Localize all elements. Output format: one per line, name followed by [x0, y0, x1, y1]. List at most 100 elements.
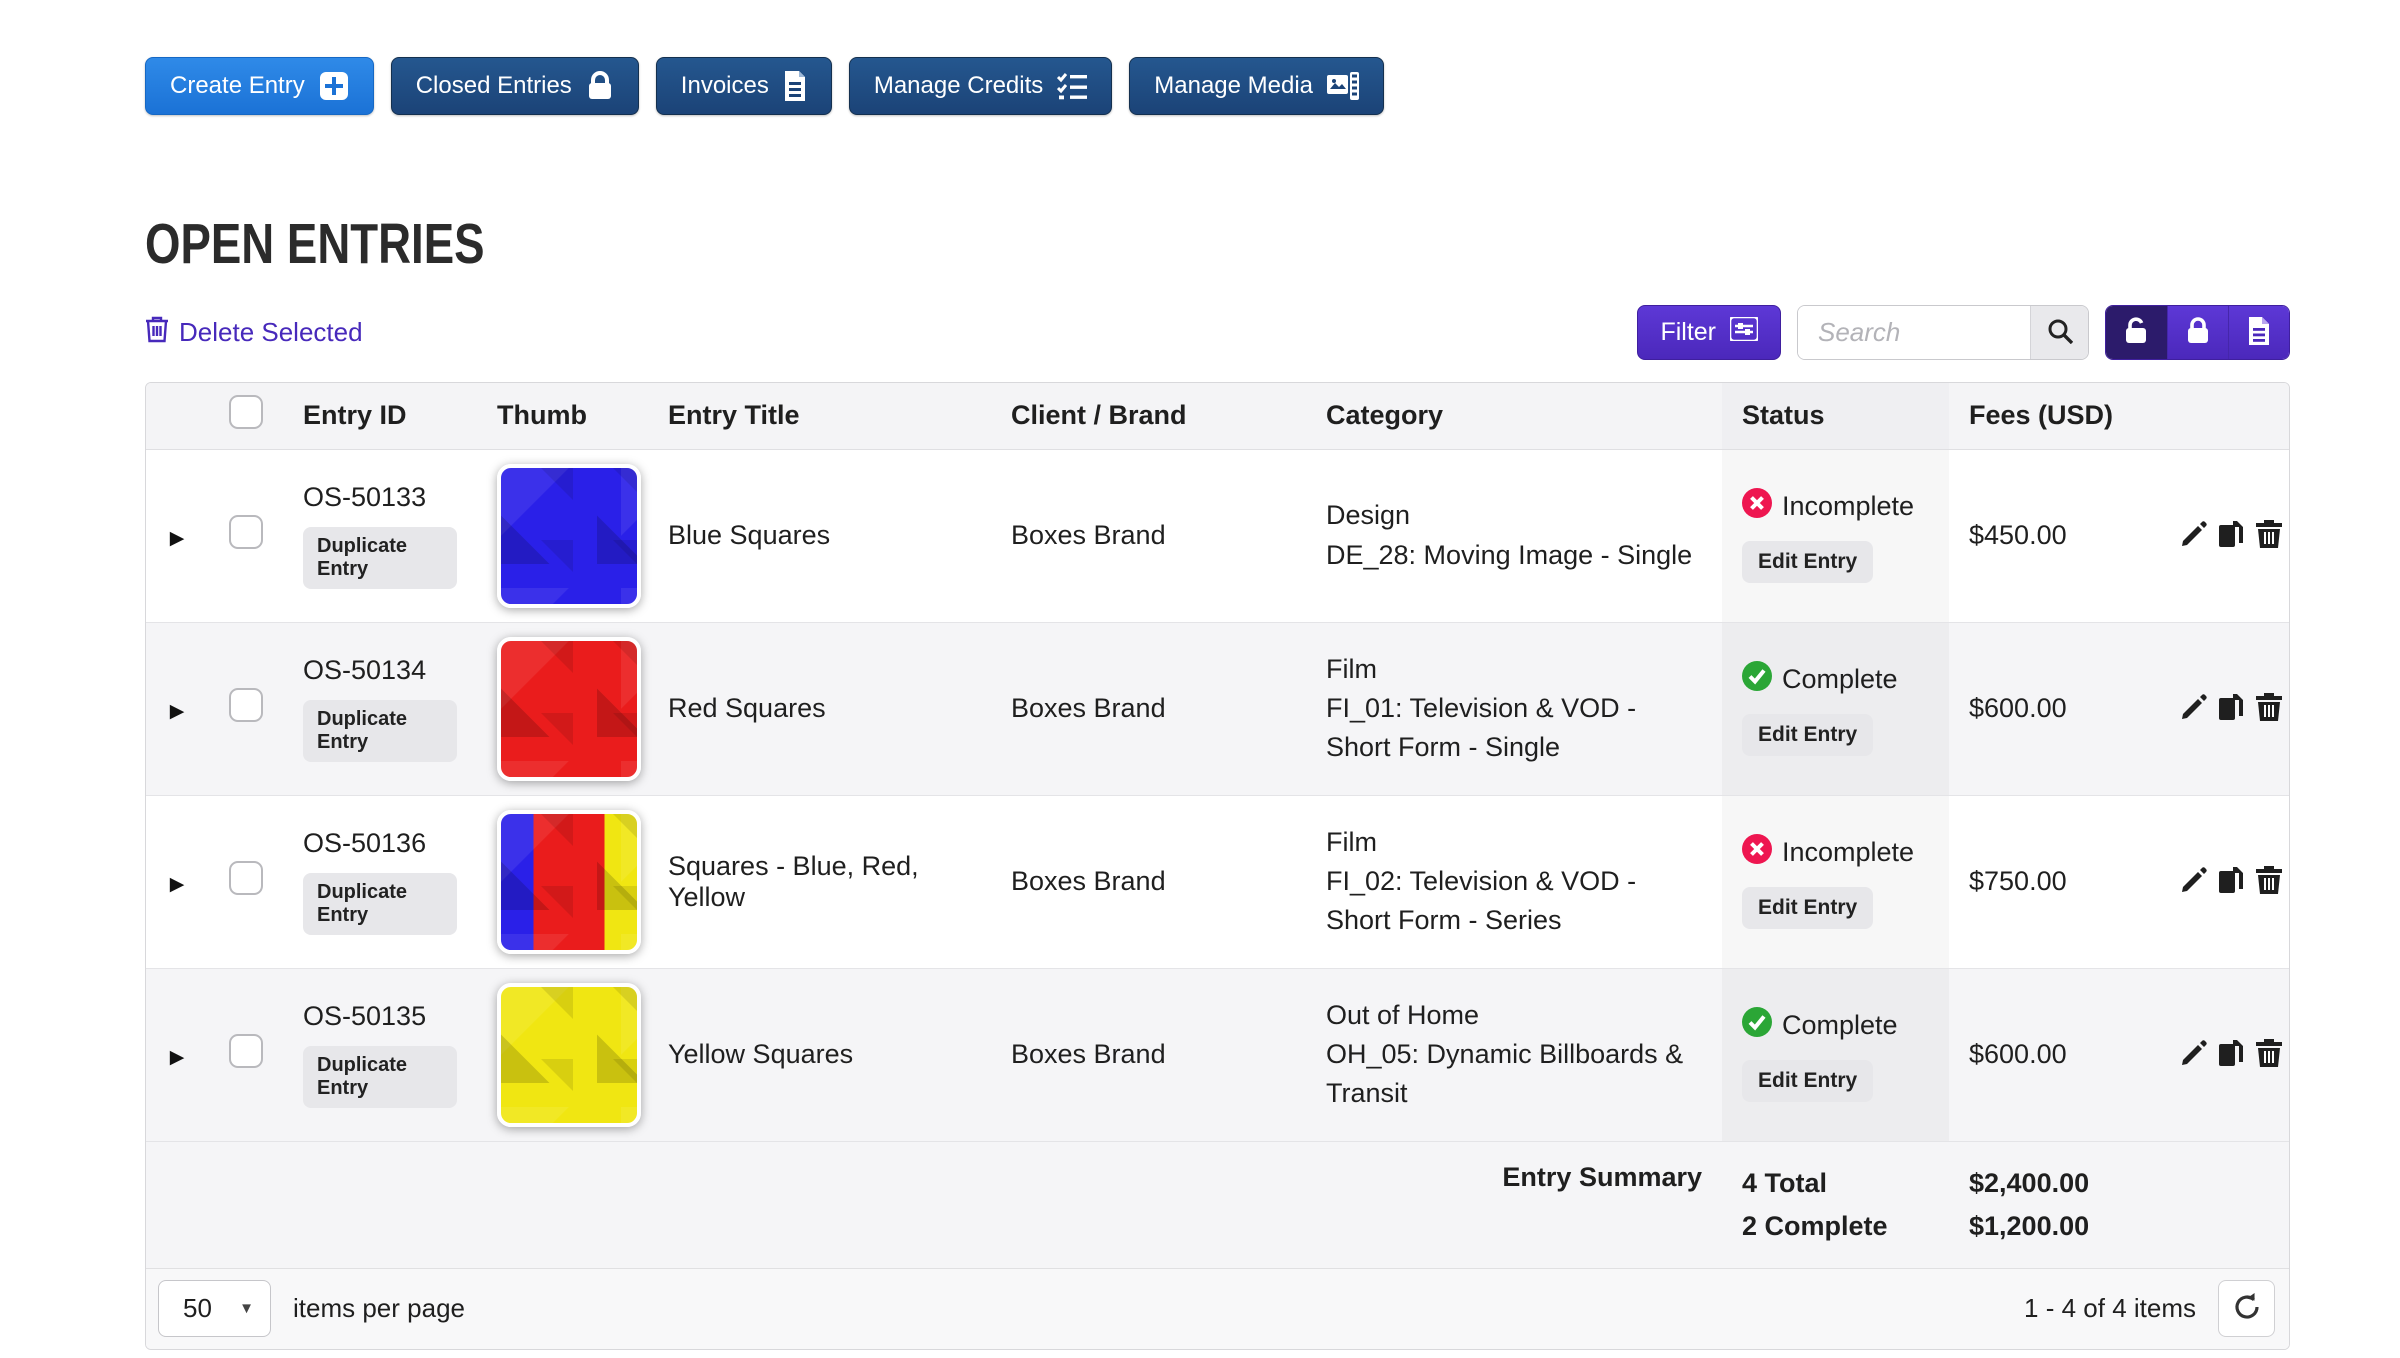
edit-row-button[interactable] — [2179, 692, 2209, 725]
pencil-icon — [2179, 1038, 2209, 1071]
header-checkbox-cell — [208, 383, 283, 450]
lock-icon — [586, 71, 614, 101]
row-checkbox[interactable] — [228, 515, 263, 549]
duplicate-row-button[interactable] — [2218, 519, 2246, 552]
closed-entries-view-button[interactable] — [2167, 306, 2228, 359]
entry-thumbnail[interactable] — [497, 636, 641, 781]
table-footer: 50 ▼ items per page 1 - 4 of 4 items — [146, 1268, 2289, 1349]
pagination-range-label: 1 - 4 of 4 items — [2024, 1293, 2196, 1324]
fees-value: $750.00 — [1949, 795, 2159, 969]
filter-button[interactable]: Filter — [1637, 305, 1781, 360]
client-brand: Boxes Brand — [991, 968, 1306, 1142]
duplicate-entry-badge: Duplicate Entry — [303, 700, 457, 762]
status-label: Complete — [1782, 664, 1898, 694]
header-row: Entry ID Thumb Entry Title Client / Bran… — [146, 383, 2289, 450]
view-toggle-group — [2105, 305, 2290, 360]
header-category[interactable]: Category — [1306, 383, 1722, 450]
header-entry-title[interactable]: Entry Title — [648, 383, 991, 450]
manage-media-button[interactable]: Manage Media — [1129, 57, 1385, 115]
table-row: ▶ OS-50136 Duplicate Entry Squares - Blu… — [146, 795, 2289, 969]
client-brand: Boxes Brand — [991, 622, 1306, 796]
closed-entries-button[interactable]: Closed Entries — [390, 57, 639, 115]
top-toolbar: Create Entry Closed Entries Invoices Man… — [145, 0, 2290, 115]
header-client-brand[interactable]: Client / Brand — [991, 383, 1306, 450]
row-checkbox[interactable] — [228, 861, 263, 895]
category-detail: DE_28: Moving Image - Single — [1326, 539, 1693, 570]
expand-row-button[interactable]: ▶ — [169, 701, 185, 722]
invoices-button[interactable]: Invoices — [655, 57, 832, 115]
expand-row-button[interactable]: ▶ — [169, 1047, 185, 1068]
summary-complete: 2 Complete — [1742, 1210, 1888, 1241]
edit-entry-button[interactable]: Edit Entry — [1742, 887, 1874, 929]
header-actions — [2159, 383, 2289, 450]
category-detail: FI_02: Television & VOD - Short Form - S… — [1326, 865, 1637, 936]
edit-row-button[interactable] — [2179, 865, 2209, 898]
refresh-button[interactable] — [2218, 1280, 2275, 1338]
manage-credits-label: Manage Credits — [873, 72, 1044, 99]
search-button[interactable] — [2030, 306, 2088, 359]
fees-value: $450.00 — [1949, 449, 2159, 623]
page-title: Open Entries — [145, 212, 485, 276]
copy-icon — [2218, 519, 2246, 552]
entry-id: OS-50133 — [303, 482, 427, 512]
page-size-select[interactable]: 50 ▼ — [158, 1280, 271, 1338]
incomplete-x-icon — [1742, 834, 1772, 871]
complete-check-icon — [1742, 1007, 1772, 1044]
expand-row-button[interactable]: ▶ — [169, 874, 185, 895]
tasks-icon — [1057, 72, 1088, 100]
entry-id: OS-50136 — [303, 828, 427, 858]
entry-thumbnail[interactable] — [497, 982, 641, 1127]
entry-summary-label: Entry Summary — [1306, 1141, 1722, 1269]
incomplete-x-icon — [1742, 488, 1772, 525]
entry-title: Blue Squares — [648, 449, 991, 623]
entry-id: OS-50134 — [303, 655, 427, 685]
row-checkbox[interactable] — [228, 688, 263, 722]
entry-thumbnail[interactable] — [497, 809, 641, 954]
header-fees[interactable]: Fees (USD) — [1949, 383, 2159, 450]
copy-icon — [2218, 692, 2246, 725]
create-entry-button[interactable]: Create Entry — [145, 57, 374, 115]
entry-title: Yellow Squares — [648, 968, 991, 1142]
invoices-view-button[interactable] — [2228, 306, 2289, 359]
page-size-value: 50 — [183, 1293, 212, 1324]
manage-media-label: Manage Media — [1154, 72, 1314, 99]
edit-entry-button[interactable]: Edit Entry — [1742, 1060, 1874, 1102]
duplicate-entry-badge: Duplicate Entry — [303, 873, 457, 935]
header-entry-id[interactable]: Entry ID — [283, 383, 477, 450]
manage-credits-button[interactable]: Manage Credits — [848, 57, 1113, 115]
entry-id: OS-50135 — [303, 1001, 427, 1031]
expand-row-button[interactable]: ▶ — [169, 528, 185, 549]
edit-entry-button[interactable]: Edit Entry — [1742, 714, 1874, 756]
delete-row-button[interactable] — [2255, 519, 2283, 552]
edit-row-button[interactable] — [2179, 1038, 2209, 1071]
edit-entry-button[interactable]: Edit Entry — [1742, 541, 1874, 583]
category-group: Film — [1326, 826, 1377, 857]
header-status[interactable]: Status — [1722, 383, 1949, 450]
entry-summary-row: Entry Summary 4 Total 2 Complete $2,400.… — [146, 1141, 2289, 1269]
copy-icon — [2218, 1038, 2246, 1071]
row-checkbox[interactable] — [228, 1034, 263, 1068]
edit-row-button[interactable] — [2179, 519, 2209, 552]
client-brand: Boxes Brand — [991, 449, 1306, 623]
select-all-checkbox[interactable] — [228, 395, 263, 430]
open-entries-table: Entry ID Thumb Entry Title Client / Bran… — [145, 382, 2290, 1350]
entry-thumbnail[interactable] — [497, 463, 641, 608]
header-thumb[interactable]: Thumb — [477, 383, 648, 450]
duplicate-row-button[interactable] — [2218, 1038, 2246, 1071]
search-input[interactable] — [1798, 306, 2030, 359]
delete-selected-link[interactable]: Delete Selected — [145, 316, 363, 350]
duplicate-row-button[interactable] — [2218, 692, 2246, 725]
closed-entries-label: Closed Entries — [415, 72, 572, 99]
delete-row-button[interactable] — [2255, 692, 2283, 725]
copy-icon — [2218, 865, 2246, 898]
magnifier-icon — [2047, 318, 2073, 347]
media-icon — [1327, 72, 1360, 100]
fees-value: $600.00 — [1949, 968, 2159, 1142]
category-detail: FI_01: Television & VOD - Short Form - S… — [1326, 692, 1637, 763]
controls-row: Delete Selected Filter — [145, 305, 2290, 360]
open-entries-view-button[interactable] — [2106, 306, 2167, 359]
delete-row-button[interactable] — [2255, 1038, 2283, 1071]
delete-row-button[interactable] — [2255, 865, 2283, 898]
invoices-label: Invoices — [680, 72, 769, 99]
duplicate-row-button[interactable] — [2218, 865, 2246, 898]
